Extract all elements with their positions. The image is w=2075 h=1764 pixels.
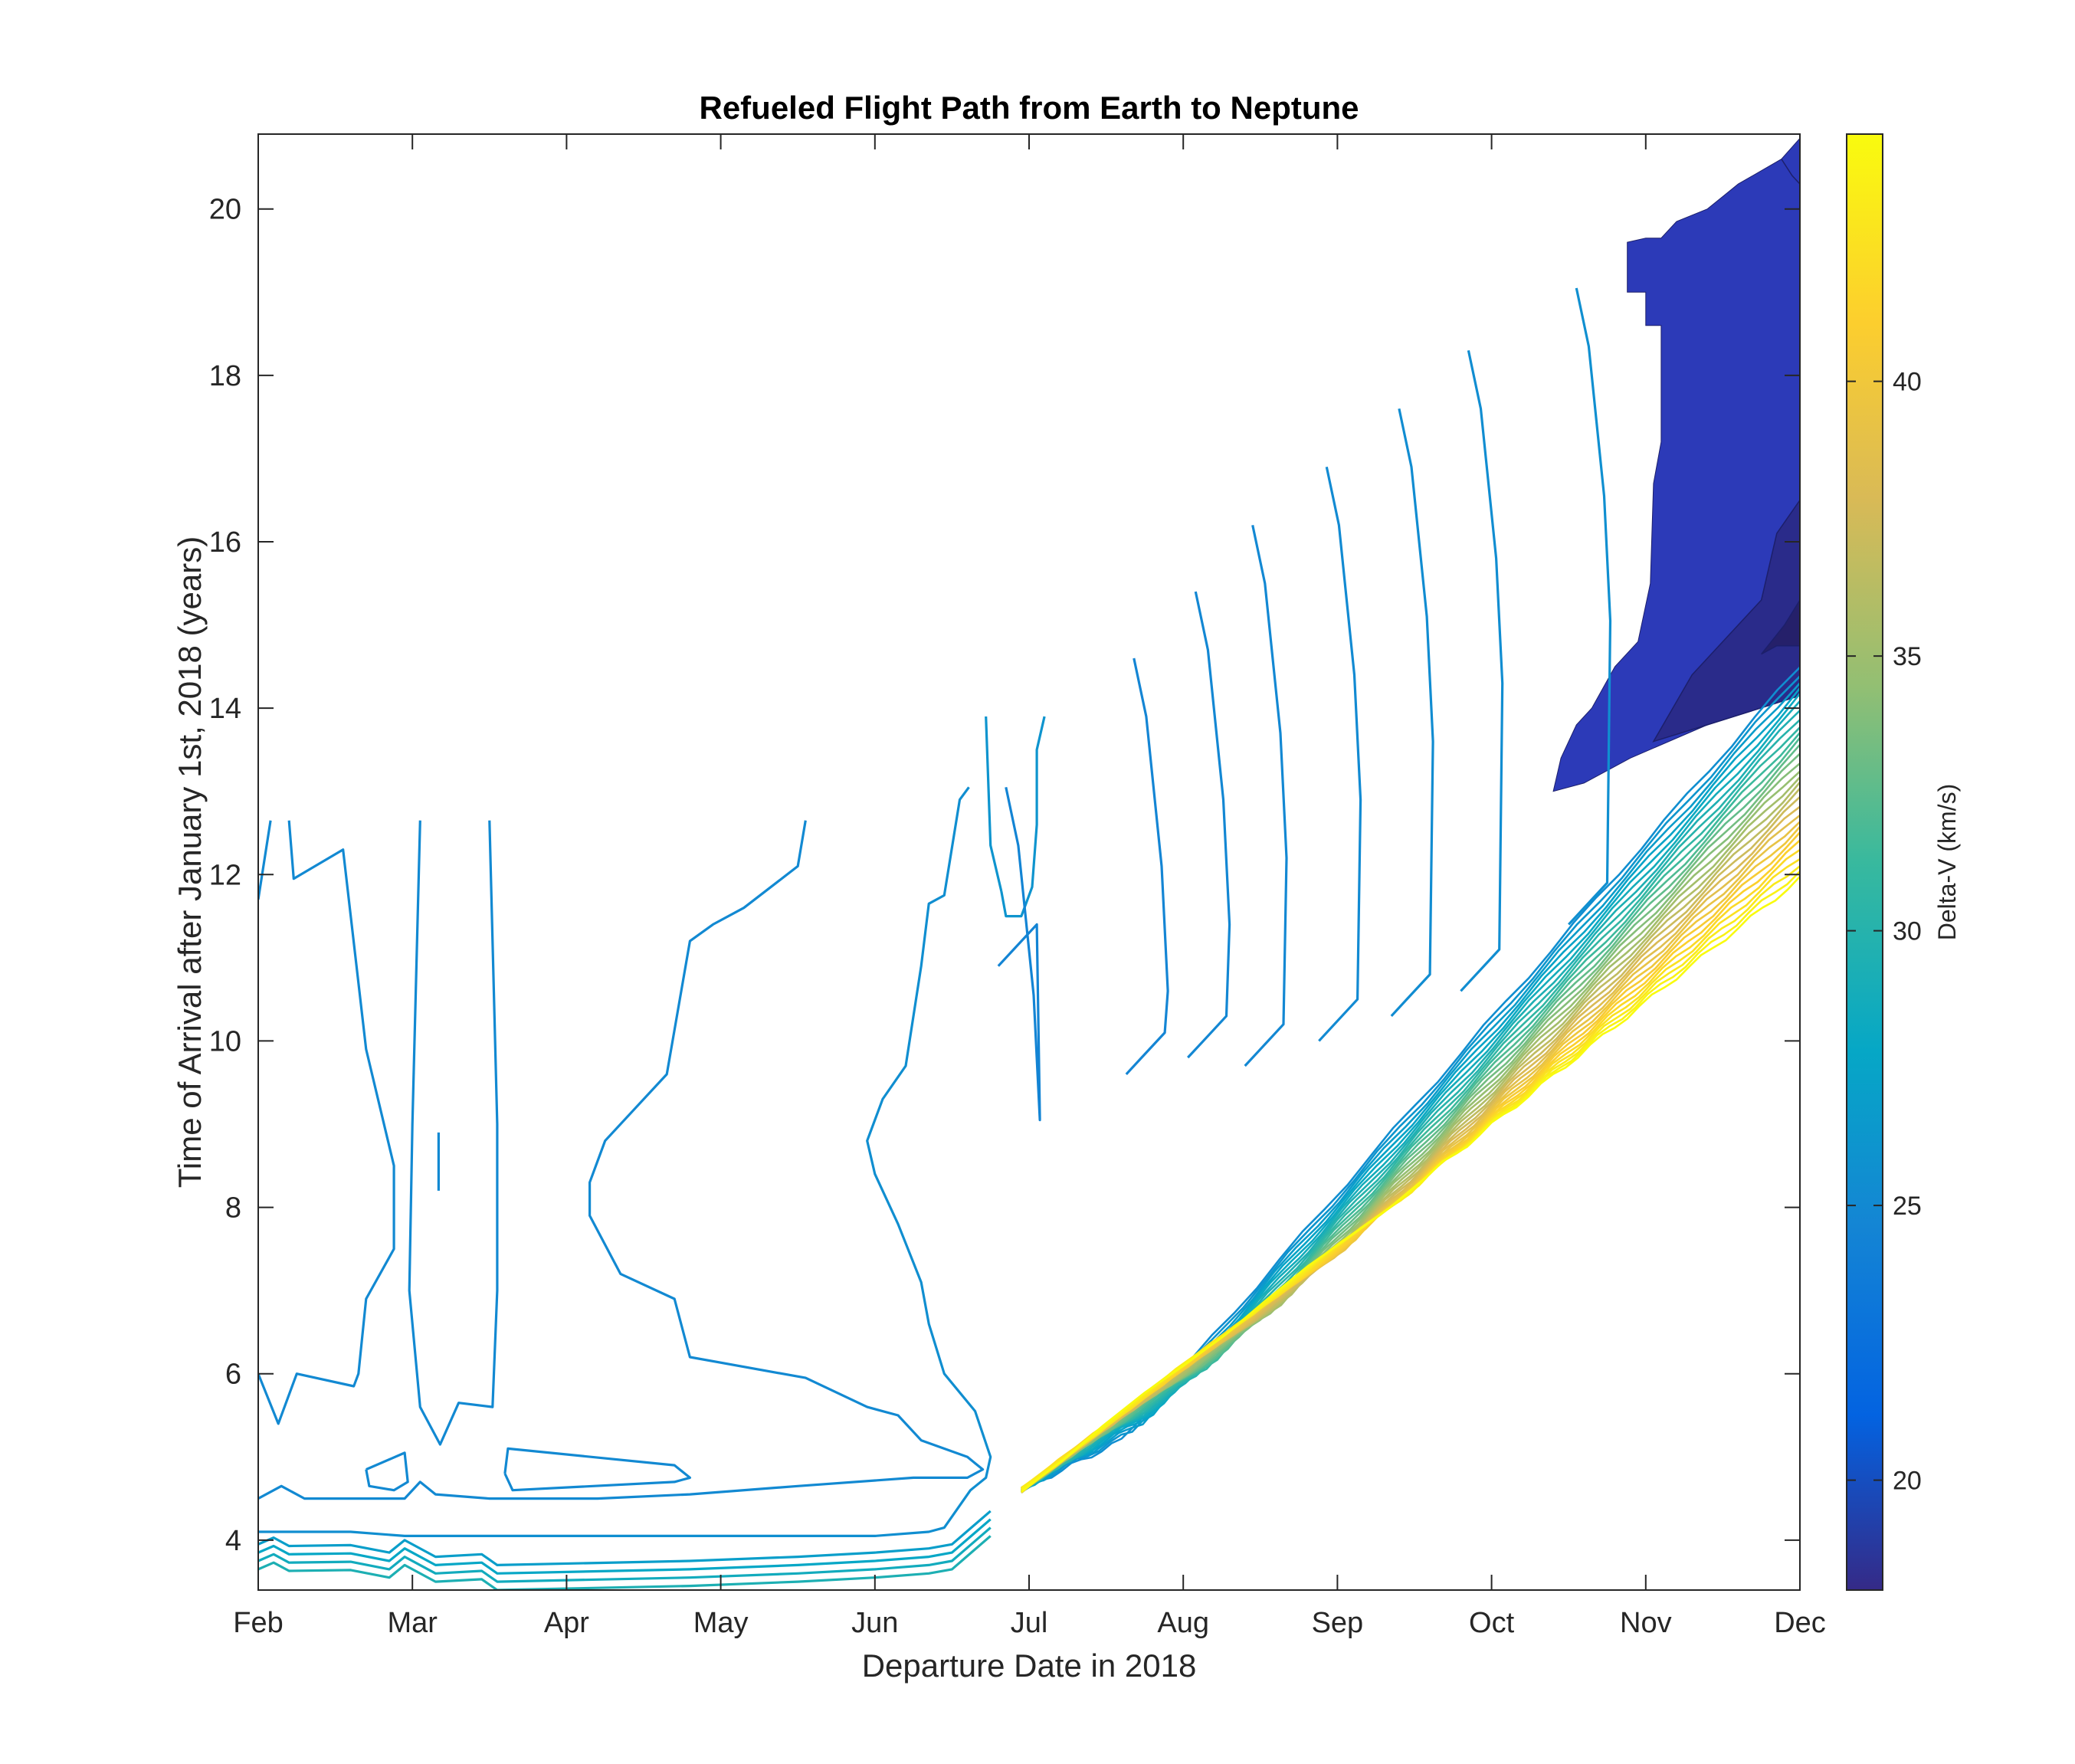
y-tick-label-5: 14 [209,693,241,725]
contour-line-9 [985,716,1003,892]
contour-line-5 [503,1447,691,1492]
x-tick-label-2: Apr [544,1607,589,1639]
region-edge [1781,159,1800,185]
x-tick-label-8: Oct [1469,1607,1515,1639]
band-contour-8 [1021,726,1800,1489]
fan-contour-3 [1244,524,1288,1067]
x-tick-label-0: Feb [233,1607,283,1639]
band-contour-21 [1021,821,1800,1490]
x-axis-ticks: Feb Mar Apr May Jun Jul Aug Sep Oct Nov Dec [233,134,1826,1639]
contour-line-7 [258,786,992,1537]
band-contour-15 [1021,776,1800,1490]
x-tick-label-1: Mar [387,1607,438,1639]
contour-lines [258,159,1800,1590]
x-tick-label-6: Aug [1157,1607,1209,1639]
low-delta-v-region-inner [1652,499,1800,743]
y-tick-label-4: 12 [209,859,241,891]
y-tick-label-6: 16 [209,526,241,559]
x-tick-label-5: Jul [1011,1607,1048,1639]
y-tick-label-7: 18 [209,360,241,392]
x-tick-label-4: Jun [851,1607,898,1639]
band-contour-28 [1021,871,1800,1490]
fan-contour-1 [1125,657,1169,1075]
y-tick-label-8: 20 [209,194,241,226]
band-contour-2 [1021,682,1800,1490]
contour-line-2 [408,820,499,1446]
cb-tick-label-2: 30 [1893,917,1922,946]
bottom-contour-2 [258,1526,992,1583]
bottom-contour-0 [258,1510,992,1566]
band-contour-3 [1021,687,1800,1491]
y-tick-label-1: 6 [225,1359,241,1391]
fan-contour-2 [1187,591,1231,1059]
y-tick-label-2: 8 [225,1192,241,1225]
band-contour-27 [1021,865,1800,1489]
cb-tick-label-0: 20 [1893,1467,1922,1496]
fan-contour-4 [1318,466,1362,1042]
band-contour-4 [1021,693,1800,1493]
x-tick-label-10: Dec [1774,1607,1826,1639]
bottom-contour-3 [258,1535,992,1590]
colorbar [1846,133,1883,1591]
steep-contour-band [1021,666,1800,1494]
fan-contour-6 [1460,349,1504,992]
chart-title: Refueled Flight Path from Earth to Neptu… [699,90,1359,126]
x-tick-label-7: Sep [1312,1607,1364,1639]
contour-line-8 [1000,716,1046,918]
cb-tick-label-1: 25 [1893,1192,1922,1221]
x-tick-label-9: Nov [1620,1607,1672,1639]
contour-line-1 [258,820,395,1425]
band-contour-10 [1021,736,1800,1493]
y-axis-ticks: 4 6 8 10 12 14 16 18 20 [209,194,1800,1557]
band-contour-9 [1021,732,1800,1490]
cb-tick-label-3: 35 [1893,642,1922,671]
band-contour-14 [1021,770,1800,1489]
band-contour-29 [1021,876,1800,1493]
band-contour-0 [1021,666,1800,1491]
fan-contour-0 [997,786,1041,1122]
y-tick-label-3: 10 [209,1025,241,1057]
band-contour-5 [1021,700,1800,1493]
y-axis-label: Time of Arrival after January 1st, 2018 … [172,536,208,1188]
band-contour-1 [1021,675,1800,1490]
band-contour-7 [1021,719,1800,1490]
contour-line-0 [258,820,272,900]
band-contour-20 [1021,814,1800,1489]
bottom-contour-1 [258,1518,992,1575]
x-tick-label-3: May [693,1607,749,1639]
contour-line-6 [258,820,985,1500]
y-tick-label-0: 4 [225,1525,241,1557]
fan-contour-5 [1390,408,1434,1017]
colorbar-ticks: 20 25 30 35 40 [1847,368,1922,1496]
cb-tick-label-4: 40 [1893,368,1922,397]
plot-area [258,134,1800,1590]
fan-contour-7 [1568,287,1612,926]
contour-line-4 [365,1451,409,1492]
colorbar-label: Delta-V (km/s) [1933,784,1961,940]
low-delta-v-region-core [1761,598,1800,655]
x-axis-label: Departure Date in 2018 [862,1648,1197,1684]
